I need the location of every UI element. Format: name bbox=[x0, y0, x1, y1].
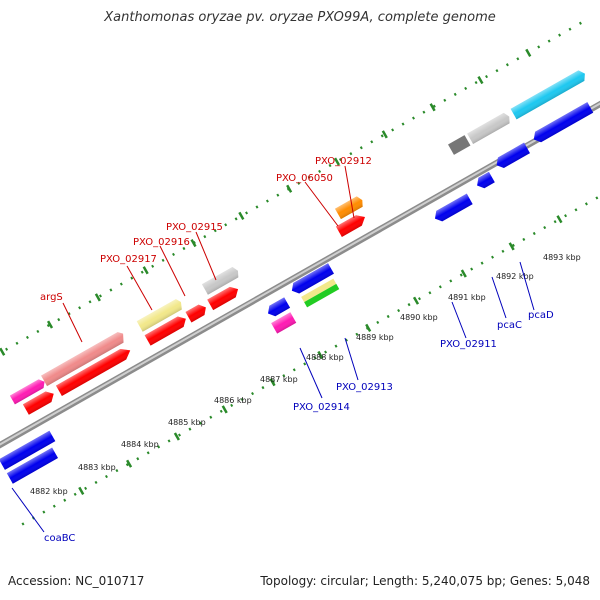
gene-label-PXO-02917: PXO_02917 bbox=[100, 254, 157, 265]
tick-label: 4890 kbp bbox=[400, 313, 438, 322]
gene-dark-gray-feature bbox=[448, 135, 471, 155]
tick-label: 4891 kbp bbox=[448, 293, 486, 302]
reverse-leader-lines bbox=[11, 261, 535, 533]
forward-leader-lines bbox=[62, 165, 355, 343]
forward-major-ticks bbox=[0, 48, 532, 356]
gene-label-PXO-02913: PXO_02913 bbox=[336, 382, 393, 393]
gene-label-pcaC: pcaC bbox=[497, 320, 522, 331]
gene-PXO-02916-feature bbox=[144, 316, 186, 346]
gene-PXO-02911-feature bbox=[477, 171, 495, 189]
gene-coaBC-feature bbox=[0, 430, 56, 470]
gene-PXO-02914-feature bbox=[268, 297, 291, 317]
gene-label-coaBC: coaBC bbox=[44, 533, 75, 544]
tick-labels: 4882 kbp 4883 kbp 4884 kbp 4885 kbp 4886… bbox=[30, 253, 581, 496]
gene-pink-feature bbox=[9, 379, 45, 405]
gene-red-feature bbox=[22, 391, 54, 415]
tick-label: 4887 kbp bbox=[260, 375, 298, 384]
genome-summary-text: Topology: circular; Length: 5,240,075 bp… bbox=[260, 574, 590, 588]
gene-red-small-feature bbox=[185, 304, 206, 323]
map-title: Xanthomonas oryzae pv. oryzae PXO99A, co… bbox=[104, 10, 496, 25]
gene-magenta-feature bbox=[271, 312, 297, 334]
gene-label-PXO-02911: PXO_02911 bbox=[440, 339, 497, 350]
tick-label: 4892 kbp bbox=[496, 272, 534, 281]
gene-label-PXO-02912: PXO_02912 bbox=[315, 156, 372, 167]
gene-label-PXO-02915: PXO_02915 bbox=[166, 222, 223, 233]
tick-label: 4888 kbp bbox=[306, 353, 344, 362]
gene-argS-feature bbox=[41, 332, 124, 387]
gene-blue-feature bbox=[533, 102, 594, 143]
gene-blue-feature bbox=[291, 263, 334, 294]
gene-blue-feature bbox=[6, 447, 59, 484]
tick-label: 4889 kbp bbox=[356, 333, 394, 342]
gene-PXO-02912-feature bbox=[334, 196, 363, 220]
genome-backbone bbox=[0, 81, 600, 463]
tick-label: 4882 kbp bbox=[30, 487, 68, 496]
tick-label: 4893 kbp bbox=[543, 253, 581, 262]
gene-pcaD-feature bbox=[510, 70, 585, 120]
gene-red-feature bbox=[55, 349, 131, 397]
gene-red-feature bbox=[207, 286, 239, 311]
gene-label-PXO-02914: PXO_02914 bbox=[293, 402, 350, 413]
gene-features bbox=[0, 70, 594, 484]
reverse-gene-labels: coaBC PXO_02914 PXO_02913 PXO_02911 pcaC… bbox=[44, 310, 554, 544]
gene-label-PXO-06050: PXO_06050 bbox=[276, 173, 333, 184]
accession-text: Accession: NC_010717 bbox=[8, 574, 145, 588]
gene-blue-feature bbox=[434, 193, 473, 222]
tick-label: 4885 kbp bbox=[168, 418, 206, 427]
tick-label: 4886 kbp bbox=[214, 396, 252, 405]
gene-PXO-02917-feature bbox=[136, 299, 182, 332]
gene-PXO-02913-feature bbox=[301, 278, 340, 308]
tick-label: 4883 kbp bbox=[78, 463, 116, 472]
gene-label-PXO-02916: PXO_02916 bbox=[133, 237, 190, 248]
gene-PXO-06050-feature bbox=[335, 215, 365, 237]
reverse-major-ticks bbox=[78, 215, 563, 495]
gene-PXO-02915-feature bbox=[201, 266, 239, 295]
gene-label-pcaD: pcaD bbox=[528, 310, 554, 321]
forward-gene-labels: argS PXO_02917 PXO_02916 PXO_02915 PXO_0… bbox=[40, 156, 372, 303]
gene-gray-feature bbox=[467, 112, 510, 145]
gene-label-argS: argS bbox=[40, 292, 63, 303]
tick-label: 4884 kbp bbox=[121, 440, 159, 449]
gene-pcaC-feature bbox=[496, 142, 530, 168]
